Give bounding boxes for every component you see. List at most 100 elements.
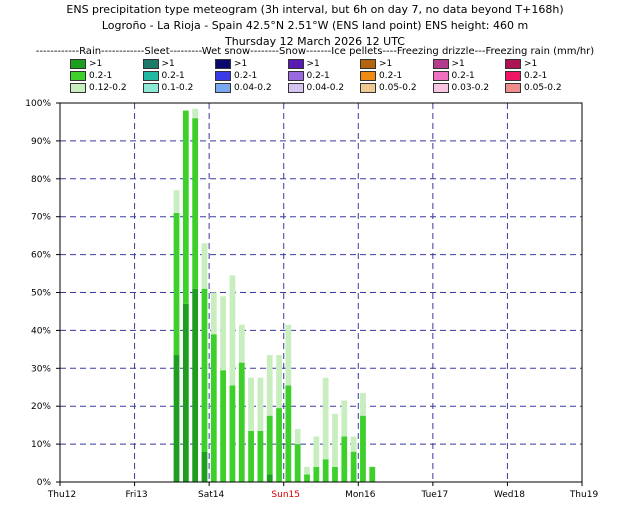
legend-label: 0.05-0.2 [379,83,417,93]
bar-segment-light [304,466,310,475]
legend-label: >1 [161,59,175,69]
x-tick-label: Sat14 [198,490,224,500]
legend-swatch [505,59,521,69]
bar-segment-heavy [201,451,208,482]
bar-segment-moderate [266,415,273,475]
bar-segment-light [201,243,208,289]
legend-label: 0.2-1 [306,71,330,81]
y-tick-label: 40% [31,326,51,336]
bar-segment-light [341,400,348,437]
y-tick-label: 10% [31,440,51,450]
bar-segment-moderate [350,451,357,482]
bar-segment-light [313,436,320,467]
legend-swatch [70,83,86,93]
legend-swatch [215,59,231,69]
legend-item: >1 [505,58,577,70]
legend-swatch [360,59,376,69]
legend-label: 0.1-0.2 [161,83,194,93]
bar-segment-light [360,392,366,416]
chart-title: ENS precipitation type meteogram (3h int… [66,3,564,16]
bar-segment-moderate [341,436,348,482]
bar-segment-moderate [192,118,199,289]
legend-swatch [70,59,86,69]
legend-label: 0.2-1 [234,71,258,81]
bar-segment-moderate [313,466,320,482]
bar-segment-moderate [248,430,254,482]
legend-item: 0.2-1 [360,70,432,82]
y-tick-label: 90% [31,137,51,147]
bar-segment-light [238,324,245,363]
legend-label: 0.03-0.2 [451,83,490,93]
legend-item: >1 [432,58,505,70]
legend-item: 0.2-1 [432,70,505,82]
bar-segment-moderate [322,459,329,482]
x-tick-label: Wed18 [494,490,525,500]
bar-segment-light [257,377,264,431]
legend-label: >1 [89,59,103,69]
bar-segment-moderate [332,466,338,482]
legend-item: >1 [142,58,215,70]
legend-item: 0.1-0.2 [142,82,215,94]
y-tick-label: 0% [37,478,52,488]
legend-item: >1 [70,58,142,70]
legend-swatch [287,71,304,81]
bar-segment-moderate [238,362,245,482]
legend-label: 0.12-0.2 [89,83,127,93]
bar-segment-heavy [266,474,273,482]
bar-segment-light [350,436,357,452]
x-tick-label: Thu12 [47,490,76,500]
legend-label: 0.04-0.2 [306,83,345,93]
bar-segment-light [192,108,199,119]
legend-item: >1 [215,58,287,70]
legend-swatch [432,83,449,93]
legend-swatch [287,59,304,69]
plot-frame [59,102,583,483]
x-tick-label: Mon16 [345,490,376,500]
legend-swatch [505,83,521,93]
legend-label: 0.05-0.2 [524,83,562,93]
bar-segment-moderate [201,288,208,452]
legend-item: 0.2-1 [70,70,142,82]
legend-label: >1 [379,59,393,69]
legend-item: 0.05-0.2 [505,82,577,94]
legend-item: >1 [287,58,360,70]
legend-item: 0.05-0.2 [360,82,432,94]
legend-swatch [505,71,521,81]
grid-lines [60,103,582,482]
bar-segment-moderate [304,474,310,482]
bar-segment-light [248,377,254,431]
bar-segment-light [294,428,301,445]
bar-segment-light [332,413,338,467]
legend-label: 0.04-0.2 [234,83,272,93]
y-tick-label: 80% [31,175,51,185]
bar-segment-moderate [294,444,301,482]
y-tick-label: 100% [25,99,51,109]
legend-label: >1 [306,59,320,69]
bar-segment-light [220,296,227,371]
legend-label: 0.2-1 [161,71,185,81]
bar-segment-light [173,190,180,213]
legend-swatch [215,83,231,93]
bar-segment-heavy [182,303,189,482]
bar-segment-moderate [182,110,189,304]
legend-item: 0.04-0.2 [287,82,360,94]
legend-label: 0.2-1 [524,71,548,81]
legend-label: >1 [524,59,538,69]
chart-location: Logroño - La Rioja - Spain 42.5°N 2.51°W… [101,19,529,32]
legend-swatch [432,71,449,81]
x-tick-label: Thu19 [569,490,599,500]
legend-label: 0.2-1 [451,71,475,81]
legend-item: 0.2-1 [287,70,360,82]
chart-date: Thursday 12 March 2026 12 UTC [225,35,405,48]
bar-segment-moderate [173,212,180,356]
legend-heading: ------------Rain------------Sleet-------… [35,46,595,57]
bar-segment-moderate [229,385,236,482]
legend-swatch [142,59,159,69]
x-tick-label: Tue17 [420,490,448,500]
legend-item: 0.2-1 [142,70,215,82]
bar-segment-light [210,292,217,335]
chart-titles: ENS precipitation type meteogram (3h int… [0,2,630,50]
bar-segment-heavy [173,355,180,482]
bar-segment-light [285,324,292,386]
legend-label: >1 [234,59,248,69]
